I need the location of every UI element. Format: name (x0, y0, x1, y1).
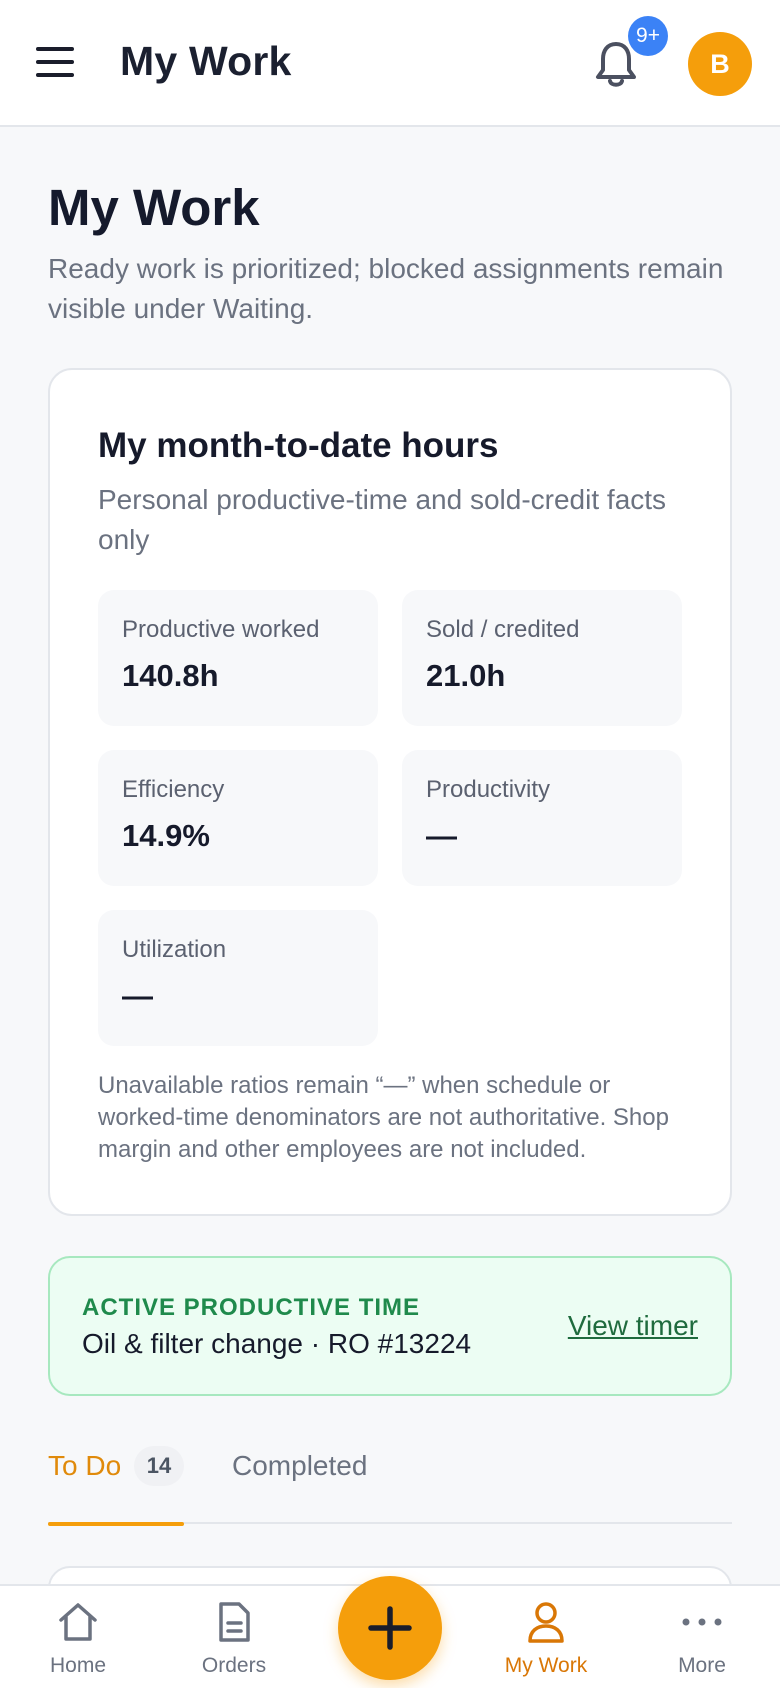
stat-value: 140.8h (122, 658, 219, 693)
card-subtitle: Personal productive-time and sold-credit… (98, 484, 667, 555)
plus-icon (368, 1606, 412, 1650)
nav-home[interactable]: Home (18, 1586, 138, 1688)
stat-label: Sold / credited (426, 616, 580, 643)
person-icon (528, 1602, 564, 1643)
avatar[interactable]: B (688, 32, 752, 96)
notification-badge: 9+ (628, 16, 668, 56)
tab-completed[interactable]: Completed (232, 1450, 368, 1481)
stat-productivity: Productivity — (402, 750, 682, 886)
more-dots-icon (682, 1618, 722, 1626)
stat-label: Efficiency (122, 776, 225, 803)
card-title: My month-to-date hours (98, 426, 499, 465)
stat-value: 14.9% (122, 818, 210, 853)
card-footnote: Unavailable ratios remain “—” when sched… (98, 1072, 669, 1163)
stat-value: 21.0h (426, 658, 506, 693)
stat-label: Utilization (122, 936, 227, 963)
tab-label: To Do (48, 1450, 122, 1481)
document-icon (219, 1602, 250, 1642)
nav-label: My Work (504, 1654, 588, 1677)
stat-sold-credited: Sold / credited 21.0h (402, 590, 682, 726)
active-tab-indicator (48, 1522, 184, 1526)
nav-more[interactable]: More (642, 1586, 762, 1688)
menu-icon[interactable] (36, 47, 76, 79)
stat-value: — (122, 978, 153, 1013)
active-time-detail: Oil & filter change · RO #13224 (82, 1328, 472, 1359)
nav-label: Home (49, 1654, 107, 1677)
nav-my-work[interactable]: My Work (486, 1586, 606, 1688)
view-timer-link[interactable]: View timer (567, 1310, 698, 1341)
month-to-date-hours-card: My month-to-date hours Personal producti… (48, 368, 732, 1216)
active-time-label: ACTIVE PRODUCTIVE TIME (82, 1294, 421, 1321)
tab-count-badge: 14 (134, 1446, 184, 1486)
home-icon (59, 1603, 97, 1641)
active-productive-time-banner: ACTIVE PRODUCTIVE TIME Oil & filter chan… (48, 1256, 732, 1396)
header-title: My Work (120, 38, 292, 84)
nav-orders[interactable]: Orders (174, 1586, 294, 1688)
page-title: My Work (48, 179, 260, 236)
bell-icon[interactable] (592, 38, 640, 90)
stat-label: Productivity (426, 776, 551, 803)
nav-label: More (678, 1654, 726, 1677)
nav-label: Orders (201, 1654, 267, 1677)
tab-to-do[interactable]: To Do 14 (48, 1440, 184, 1526)
top-app-bar: My Work 9+ B (0, 0, 780, 127)
page-subtitle: Ready work is prioritized; blocked assig… (48, 253, 724, 324)
stat-value: — (426, 818, 457, 853)
stat-utilization: Utilization — (98, 910, 378, 1046)
add-button[interactable] (338, 1576, 442, 1680)
stat-label: Productive worked (122, 616, 320, 643)
stat-productive-worked: Productive worked 140.8h (98, 590, 378, 726)
work-tabs: To Do 14 Completed (48, 1440, 732, 1526)
stat-efficiency: Efficiency 14.9% (98, 750, 378, 886)
